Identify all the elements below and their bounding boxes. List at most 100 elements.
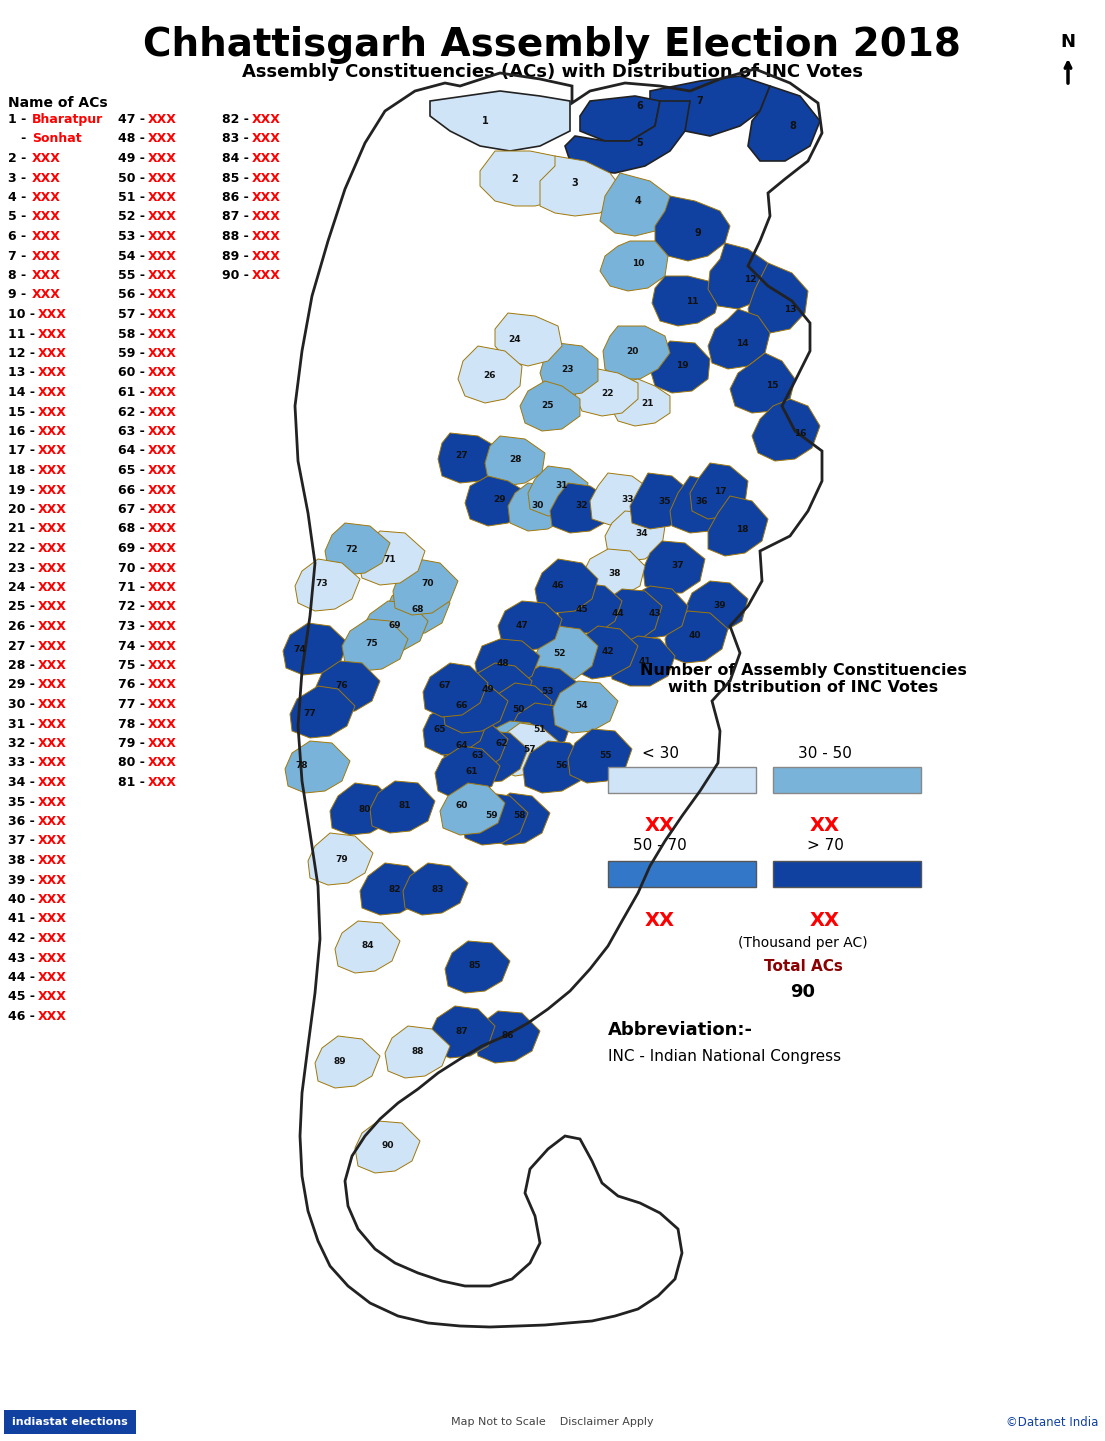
Text: 6: 6 bbox=[636, 101, 643, 111]
Text: 73 -: 73 - bbox=[118, 620, 149, 633]
Text: 46 -: 46 - bbox=[8, 1010, 40, 1023]
Text: 90: 90 bbox=[790, 983, 815, 1001]
Text: XXX: XXX bbox=[32, 269, 61, 282]
Text: 88: 88 bbox=[412, 1046, 424, 1055]
Text: Bharatpur: Bharatpur bbox=[32, 112, 103, 125]
Polygon shape bbox=[528, 465, 588, 516]
Polygon shape bbox=[708, 496, 768, 556]
Text: 77 -: 77 - bbox=[118, 697, 149, 710]
Text: 57: 57 bbox=[524, 745, 536, 754]
Polygon shape bbox=[540, 156, 620, 216]
Polygon shape bbox=[670, 476, 730, 533]
Text: XXX: XXX bbox=[148, 151, 177, 166]
Text: 89: 89 bbox=[334, 1056, 346, 1065]
Text: 87 -: 87 - bbox=[222, 210, 253, 223]
Text: XXX: XXX bbox=[148, 640, 177, 653]
Text: 41 -: 41 - bbox=[8, 912, 40, 925]
Text: 16: 16 bbox=[793, 428, 807, 438]
Polygon shape bbox=[445, 941, 511, 993]
Text: 64: 64 bbox=[455, 742, 469, 751]
Text: 43 -: 43 - bbox=[8, 951, 40, 964]
Text: 30 -: 30 - bbox=[8, 697, 40, 710]
Text: XXX: XXX bbox=[148, 249, 177, 262]
Text: XXX: XXX bbox=[32, 192, 61, 205]
Text: 26 -: 26 - bbox=[8, 620, 40, 633]
Text: Chhattisgarh Assembly Election 2018: Chhattisgarh Assembly Election 2018 bbox=[143, 26, 961, 63]
Polygon shape bbox=[440, 782, 505, 834]
Text: 2 -: 2 - bbox=[8, 151, 31, 166]
Polygon shape bbox=[652, 277, 720, 326]
Text: XXX: XXX bbox=[148, 308, 177, 321]
Text: 9: 9 bbox=[695, 228, 702, 238]
Polygon shape bbox=[535, 625, 598, 682]
Polygon shape bbox=[443, 683, 508, 733]
Text: XXX: XXX bbox=[32, 231, 61, 244]
FancyBboxPatch shape bbox=[774, 862, 920, 888]
Text: 18 -: 18 - bbox=[8, 464, 40, 477]
Text: 43: 43 bbox=[649, 608, 661, 618]
Polygon shape bbox=[315, 661, 380, 713]
Text: 28 -: 28 - bbox=[8, 659, 40, 672]
Text: XXX: XXX bbox=[38, 777, 67, 790]
Text: 42: 42 bbox=[602, 647, 614, 656]
Polygon shape bbox=[600, 173, 672, 236]
Polygon shape bbox=[443, 720, 508, 772]
Text: 54 -: 54 - bbox=[118, 249, 149, 262]
Text: 68: 68 bbox=[412, 605, 424, 614]
Text: 64 -: 64 - bbox=[118, 444, 149, 457]
Text: 48 -: 48 - bbox=[118, 133, 149, 146]
Text: 32: 32 bbox=[576, 501, 588, 510]
Text: 74: 74 bbox=[294, 644, 306, 654]
Text: XXX: XXX bbox=[38, 327, 67, 340]
Text: 61: 61 bbox=[465, 767, 478, 775]
Text: 52: 52 bbox=[554, 648, 566, 657]
Text: 40 -: 40 - bbox=[8, 893, 40, 906]
Text: 35 -: 35 - bbox=[8, 795, 40, 808]
Text: XXX: XXX bbox=[38, 718, 67, 731]
FancyBboxPatch shape bbox=[4, 1409, 136, 1434]
Text: XXX: XXX bbox=[252, 269, 281, 282]
Text: 63: 63 bbox=[472, 752, 484, 761]
Text: XXX: XXX bbox=[38, 757, 67, 769]
Polygon shape bbox=[343, 620, 408, 672]
Text: XXX: XXX bbox=[148, 133, 177, 146]
Text: 45 -: 45 - bbox=[8, 990, 40, 1003]
Text: XXX: XXX bbox=[38, 893, 67, 906]
Text: 5 -: 5 - bbox=[8, 210, 31, 223]
Text: > 70: > 70 bbox=[807, 839, 843, 853]
Text: 71 -: 71 - bbox=[118, 581, 149, 594]
Text: XXX: XXX bbox=[252, 249, 281, 262]
Text: XXX: XXX bbox=[32, 249, 61, 262]
Text: XXX: XXX bbox=[148, 171, 177, 184]
Text: 7: 7 bbox=[696, 97, 704, 107]
Text: 26: 26 bbox=[484, 372, 496, 380]
Polygon shape bbox=[475, 638, 540, 689]
Polygon shape bbox=[540, 343, 598, 396]
Text: 79 -: 79 - bbox=[118, 736, 149, 749]
Text: 66: 66 bbox=[455, 702, 469, 710]
Text: XX: XX bbox=[645, 911, 675, 929]
Text: 30 - 50: 30 - 50 bbox=[798, 746, 852, 761]
Text: XXX: XXX bbox=[38, 659, 67, 672]
Polygon shape bbox=[748, 86, 820, 161]
Polygon shape bbox=[523, 741, 588, 793]
Text: 33: 33 bbox=[622, 494, 634, 503]
Text: XXX: XXX bbox=[148, 112, 177, 125]
Text: XXX: XXX bbox=[148, 736, 177, 749]
Text: 65 -: 65 - bbox=[118, 464, 149, 477]
Polygon shape bbox=[308, 833, 373, 885]
Polygon shape bbox=[495, 723, 558, 777]
Text: 51: 51 bbox=[534, 725, 546, 733]
Text: XXX: XXX bbox=[38, 736, 67, 749]
Text: 52 -: 52 - bbox=[118, 210, 149, 223]
Text: 50: 50 bbox=[512, 705, 524, 713]
Text: 19: 19 bbox=[675, 362, 688, 370]
Text: 88 -: 88 - bbox=[222, 231, 253, 244]
Polygon shape bbox=[370, 781, 435, 833]
Text: 3 -: 3 - bbox=[8, 171, 31, 184]
Text: 36: 36 bbox=[696, 497, 708, 506]
Polygon shape bbox=[462, 731, 528, 782]
Text: XXX: XXX bbox=[32, 151, 61, 166]
Text: 60: 60 bbox=[456, 801, 469, 810]
Text: XXX: XXX bbox=[148, 523, 177, 536]
